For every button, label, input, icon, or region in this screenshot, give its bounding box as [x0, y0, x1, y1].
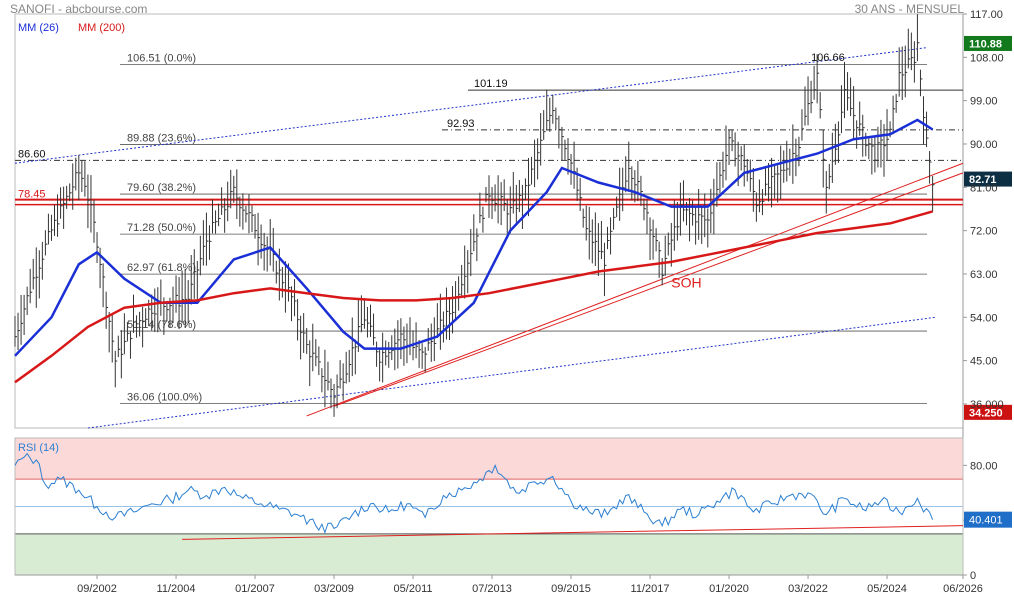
x-tick-label: 05/2011 [394, 583, 433, 595]
y-tick-label: 81.00 [970, 182, 998, 194]
high-value-label: 110.88 [969, 38, 1002, 50]
y-tick-label: 117.00 [970, 9, 1003, 21]
x-tick-label: 01/2007 [235, 583, 275, 595]
x-tick-label: 11/2004 [157, 583, 196, 595]
rsi-y-tick-label: 80.00 [970, 460, 998, 472]
rsi-oversold-zone [15, 533, 963, 575]
rsi-overbought-zone [15, 438, 963, 480]
fib-level-label: 106.51 (0.0%) [127, 52, 196, 64]
rsi-value-label: 40.401 [969, 515, 1003, 527]
dashed-level-label: 92.93 [447, 118, 475, 130]
support-trendline [333, 172, 964, 407]
y-tick-label: 63.00 [970, 269, 998, 281]
soh-annotation: SOH [671, 275, 701, 291]
main-plot-frame [14, 13, 964, 429]
y-tick-label: 45.00 [970, 356, 998, 368]
x-tick-label: 09/2015 [551, 583, 591, 595]
rsi-title: RSI (14) [18, 442, 59, 454]
rsi-support-trendline [182, 525, 964, 540]
x-tick-label: 11/2017 [631, 583, 670, 595]
ma26-line [14, 118, 934, 357]
y-tick-label: 99.00 [970, 96, 998, 108]
x-tick-label: 01/2020 [709, 583, 749, 595]
x-tick-label: 03/2022 [788, 583, 828, 595]
rsi-value-box [964, 511, 1012, 528]
channel-trendline [14, 47, 927, 164]
y-tick-label: 90.00 [970, 139, 998, 151]
last-value-label: 82.71 [969, 174, 997, 186]
low-value-label: 34.250 [969, 407, 1003, 419]
resistance-label: 101.19 [474, 78, 508, 90]
support-trendline [306, 162, 964, 417]
fib-level-label: 62.97 (61.8%) [127, 262, 196, 274]
ma200-line [14, 210, 933, 384]
chart-source-label: SANOFI - abcbourse.com [10, 2, 148, 16]
high-value-box [964, 35, 1012, 51]
y-tick-label: 36.000 [970, 399, 1004, 411]
last-value-box [964, 171, 1012, 187]
fib-level-label: 89.88 (23.6%) [127, 133, 196, 145]
low-value-box [964, 404, 1012, 420]
fib-level-label: 79.60 (38.2%) [127, 182, 196, 194]
x-tick-label: 05/2024 [867, 583, 907, 595]
x-tick-label: 06/2026 [943, 583, 983, 595]
y-tick-label: 108.00 [970, 52, 1004, 64]
legend-ma26: MM (26) [18, 22, 59, 34]
channel-trendline [87, 316, 936, 429]
support-label: 78.45 [18, 189, 46, 201]
fib-level-label: 51.14 (78.6%) [127, 319, 196, 331]
high-annotation: 106.66 [811, 52, 845, 64]
chart-period-label: 30 ANS - MENSUEL [854, 2, 964, 16]
x-tick-label: 03/2009 [314, 583, 354, 595]
rsi-line [14, 452, 934, 535]
fib-level-label: 71.28 (50.0%) [127, 222, 196, 234]
legend-ma200: MM (200) [78, 22, 126, 34]
rsi-y-tick-label: 0 [970, 570, 976, 582]
fib-level-label: 36.06 (100.0%) [127, 392, 202, 404]
y-tick-label: 72.00 [970, 226, 998, 238]
dashed-level-label: 86.60 [18, 148, 46, 160]
x-tick-label: 07/2013 [472, 583, 512, 595]
x-tick-label: 09/2002 [77, 583, 117, 595]
y-tick-label: 54.00 [970, 312, 998, 324]
